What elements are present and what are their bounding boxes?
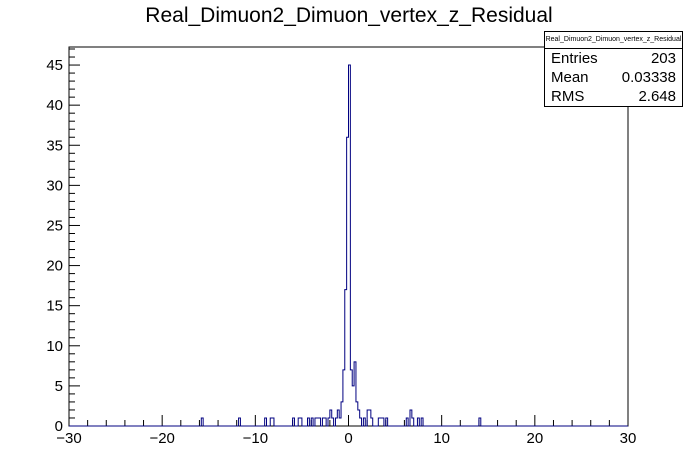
y-tick-label: 5 bbox=[55, 378, 63, 395]
x-tick-label: −20 bbox=[149, 430, 174, 447]
stats-mean-row: Mean 0.03338 bbox=[545, 68, 682, 87]
stats-box: Real_Dimuon2_Dimuon_vertex_z_Residual En… bbox=[544, 31, 683, 107]
x-tick-label: 20 bbox=[526, 430, 543, 447]
y-tick-label: 0 bbox=[55, 418, 63, 435]
y-tick-label: 40 bbox=[46, 97, 63, 114]
stats-rms-row: RMS 2.648 bbox=[545, 87, 682, 106]
y-tick-label: 30 bbox=[46, 177, 63, 194]
x-tick-label: −30 bbox=[56, 430, 81, 447]
stats-entries-value: 203 bbox=[650, 50, 676, 67]
x-tick-label: 10 bbox=[433, 430, 450, 447]
stats-box-title: Real_Dimuon2_Dimuon_vertex_z_Residual bbox=[545, 32, 682, 49]
y-tick-label: 10 bbox=[46, 338, 63, 355]
stats-rms-label: RMS bbox=[551, 88, 585, 105]
y-tick-label: 25 bbox=[46, 217, 63, 234]
chart-title: Real_Dimuon2_Dimuon_vertex_z_Residual bbox=[145, 4, 553, 27]
y-tick-label: 15 bbox=[46, 298, 63, 315]
axis-tick-labels: −30 −20 −10 0 10 20 30 0 5 10 15 20 25 30 35 40 45 bbox=[46, 57, 636, 447]
x-tick-label: 30 bbox=[620, 430, 637, 447]
x-tick-label: −10 bbox=[243, 430, 268, 447]
y-tick-label: 35 bbox=[46, 137, 63, 154]
x-tick-label: 0 bbox=[344, 430, 352, 447]
stats-rms-value: 2.648 bbox=[638, 88, 676, 105]
histogram-line bbox=[69, 64, 628, 427]
y-tick-label: 20 bbox=[46, 258, 63, 275]
stats-entries-label: Entries bbox=[551, 50, 598, 67]
y-tick-label: 45 bbox=[46, 57, 63, 74]
stats-entries-row: Entries 203 bbox=[545, 49, 682, 68]
stats-mean-label: Mean bbox=[551, 69, 589, 86]
stats-mean-value: 0.03338 bbox=[621, 69, 676, 86]
